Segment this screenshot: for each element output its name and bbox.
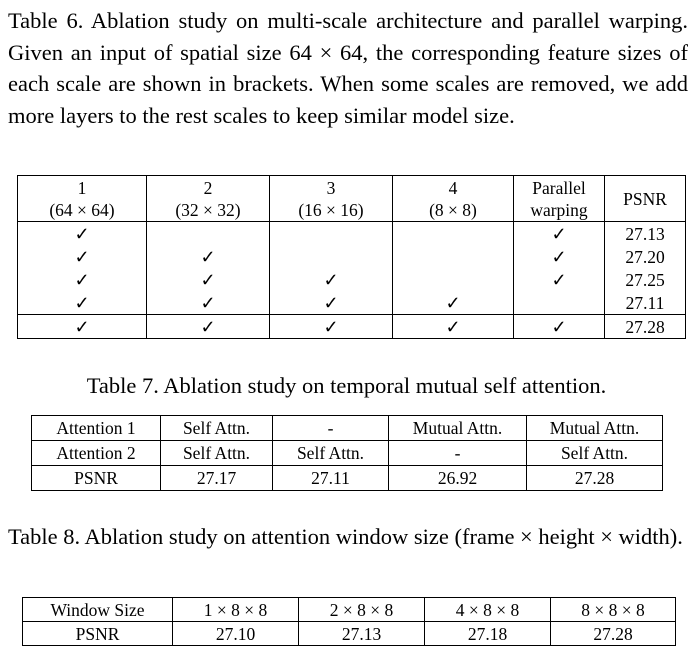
table8-caption: Table 8. Ablation study on attention win… [8, 524, 683, 549]
table-cell: - [272, 415, 389, 441]
psnr-cell: 27.11 [604, 291, 686, 315]
table-cell: ✓ [392, 314, 514, 339]
table-row: PSNR 27.17 27.11 26.92 27.28 [31, 465, 663, 491]
table-cell [392, 221, 514, 245]
table-row: Attention 2 Self Attn. Self Attn. - Self… [31, 440, 663, 466]
table6-header-scale4: 4 (8 × 8) [392, 175, 514, 222]
table-cell: Attention 2 [31, 440, 161, 466]
table-cell: 27.18 [424, 621, 551, 646]
table-cell: 27.28 [526, 465, 663, 491]
table-cell: Self Attn. [526, 440, 663, 466]
table-cell: Self Attn. [160, 415, 273, 441]
header-line1: 3 [326, 178, 336, 198]
table-cell: 26.92 [388, 465, 527, 491]
table-cell: Window Size [22, 597, 173, 622]
table-cell [269, 221, 393, 245]
table-cell [269, 245, 393, 268]
table-cell: ✓ [17, 221, 147, 245]
table-cell: ✓ [17, 268, 147, 291]
table6-header-scale2: 2 (32 × 32) [146, 175, 270, 222]
table-cell: ✓ [513, 268, 605, 291]
header-line1: Parallel [532, 178, 586, 198]
table-cell: Mutual Attn. [526, 415, 663, 441]
table-cell: ✓ [513, 221, 605, 245]
table-cell: 27.10 [172, 621, 299, 646]
table-cell: Self Attn. [272, 440, 389, 466]
table-cell: ✓ [269, 268, 393, 291]
table-row: ✓ ✓ ✓ 27.20 [17, 245, 686, 268]
table-cell: Attention 1 [31, 415, 161, 441]
table-row: ✓ ✓ ✓ ✓ 27.25 [17, 268, 686, 291]
psnr-cell: 27.20 [604, 245, 686, 268]
table-cell: ✓ [146, 245, 270, 268]
table-cell: PSNR [22, 621, 173, 646]
table7: Attention 1 Self Attn. - Mutual Attn. Mu… [31, 415, 663, 491]
table-cell: ✓ [17, 245, 147, 268]
table-cell [392, 245, 514, 268]
table-cell [146, 221, 270, 245]
table-row: ✓ ✓ ✓ ✓ 27.11 [17, 291, 686, 315]
table6-header-row: 1 (64 × 64) 2 (32 × 32) 3 (16 × 16) 4 (8… [17, 175, 686, 222]
table7-caption: Table 7. Ablation study on temporal mutu… [86, 373, 607, 398]
table-cell: PSNR [31, 465, 161, 491]
table-cell: - [388, 440, 527, 466]
header-line2: warping [530, 200, 588, 220]
table-cell: 4 × 8 × 8 [424, 597, 551, 622]
table-cell: 27.13 [298, 621, 425, 646]
table-cell: 27.28 [550, 621, 676, 646]
table-row: ✓ ✓ 27.13 [17, 221, 686, 245]
psnr-cell: 27.25 [604, 268, 686, 291]
table-row: ✓ ✓ ✓ ✓ ✓ 27.28 [17, 314, 686, 339]
table6-caption: Table 6. Ablation study on multi-scale a… [8, 8, 688, 128]
table-cell: ✓ [269, 314, 393, 339]
header-line2: (8 × 8) [429, 200, 477, 220]
table6-header-scale3: 3 (16 × 16) [269, 175, 393, 222]
table-cell: 1 × 8 × 8 [172, 597, 299, 622]
table-cell: ✓ [17, 314, 147, 339]
table-cell: ✓ [146, 268, 270, 291]
table6: 1 (64 × 64) 2 (32 × 32) 3 (16 × 16) 4 (8… [17, 175, 686, 339]
table6-header-scale1: 1 (64 × 64) [17, 175, 147, 222]
table-cell: ✓ [392, 291, 514, 315]
table-row: Window Size 1 × 8 × 8 2 × 8 × 8 4 × 8 × … [22, 597, 676, 622]
table-cell: 27.17 [160, 465, 273, 491]
table-cell: ✓ [513, 245, 605, 268]
table8: Window Size 1 × 8 × 8 2 × 8 × 8 4 × 8 × … [22, 597, 676, 646]
header-line2: (16 × 16) [298, 200, 364, 220]
table-cell: 2 × 8 × 8 [298, 597, 425, 622]
table6-header-psnr: PSNR [604, 175, 686, 222]
table-cell: ✓ [146, 291, 270, 315]
table-cell: Mutual Attn. [388, 415, 527, 441]
header-line1: 4 [448, 178, 458, 198]
table-cell: 27.11 [272, 465, 389, 491]
table-cell: ✓ [17, 291, 147, 315]
table6-header-parallel-warping: Parallel warping [513, 175, 605, 222]
table-cell: Self Attn. [160, 440, 273, 466]
header-line2: (32 × 32) [175, 200, 241, 220]
table-cell: ✓ [269, 291, 393, 315]
psnr-cell: 27.28 [604, 314, 686, 339]
table-cell [513, 291, 605, 315]
header-line1: 2 [203, 178, 213, 198]
psnr-cell: 27.13 [604, 221, 686, 245]
header-line2: (64 × 64) [49, 200, 115, 220]
table-row: Attention 1 Self Attn. - Mutual Attn. Mu… [31, 415, 663, 441]
table-cell: 8 × 8 × 8 [550, 597, 676, 622]
table-cell: ✓ [146, 314, 270, 339]
table-row: PSNR 27.10 27.13 27.18 27.28 [22, 621, 676, 646]
header-line1: 1 [77, 178, 87, 198]
table-cell [392, 268, 514, 291]
table-cell: ✓ [513, 314, 605, 339]
